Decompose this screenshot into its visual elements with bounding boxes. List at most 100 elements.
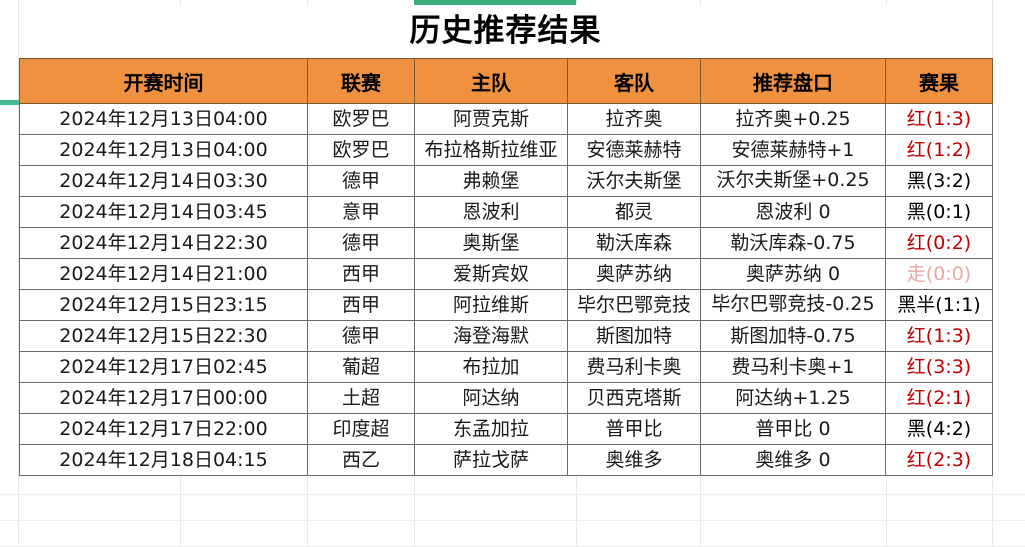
cell-home-team[interactable]: 阿拉维斯 [414,289,568,321]
cell-handicap[interactable]: 安德莱赫特+1 [700,134,886,166]
cell-time[interactable]: 2024年12月14日03:30 [19,165,308,197]
cell-time[interactable]: 2024年12月14日21:00 [19,258,308,290]
column-header-away[interactable]: 客队 [567,58,701,104]
cell-result[interactable]: 红(2:3) [885,444,993,476]
cell-league-text: 西甲 [341,263,380,285]
cell-away-team[interactable]: 都灵 [567,196,701,228]
cell-result[interactable]: 红(0:2) [885,227,993,259]
column-header-result[interactable]: 赛果 [885,58,993,104]
table-row[interactable]: 2024年12月13日04:00 欧罗巴 阿贾克斯 拉齐奥 拉齐奥+0.25 红(1:3) [19,103,993,135]
cell-away-team[interactable]: 费马利卡奥 [567,351,701,383]
column-header-handicap[interactable]: 推荐盘口 [700,58,886,104]
cell-league[interactable]: 德甲 [307,320,415,352]
cell-result[interactable]: 红(2:1) [885,382,993,414]
cell-handicap[interactable]: 奥维多 0 [700,444,886,476]
cell-home-team[interactable]: 布拉格斯拉维亚 [414,134,568,166]
cell-time[interactable]: 2024年12月17日02:45 [19,351,308,383]
cell-home-team[interactable]: 萨拉戈萨 [414,444,568,476]
cell-home-team[interactable]: 弗赖堡 [414,165,568,197]
table-row[interactable]: 2024年12月14日22:30 德甲 奥斯堡 勒沃库森 勒沃库森-0.75 红(0:2) [19,227,993,259]
cell-result[interactable]: 黑(3:2) [885,165,993,197]
cell-handicap[interactable]: 勒沃库森-0.75 [700,227,886,259]
table-row[interactable]: 2024年12月18日04:15 西乙 萨拉戈萨 奥维多 奥维多 0 红(2:3) [19,444,993,476]
cell-away-team[interactable]: 安德莱赫特 [567,134,701,166]
cell-result[interactable]: 红(3:3) [885,351,993,383]
cell-home-team[interactable]: 恩波利 [414,196,568,228]
cell-home-team[interactable]: 阿达纳 [414,382,568,414]
cell-time-text: 2024年12月15日23:15 [59,294,268,316]
table-row[interactable]: 2024年12月15日22:30 德甲 海登海默 斯图加特 斯图加特-0.75 红(1:3… [19,320,993,352]
recommendation-table: 开赛时间 联赛 主队 客队 推荐盘口 赛果 2024年12月13日04:00 欧罗… [19,58,993,476]
column-header-league[interactable]: 联赛 [307,58,415,104]
cell-handicap[interactable]: 恩波利 0 [700,196,886,228]
cell-home-team[interactable]: 东孟加拉 [414,413,568,445]
cell-league[interactable]: 德甲 [307,227,415,259]
table-row[interactable]: 2024年12月17日22:00 印度超 东孟加拉 普甲比 普甲比 0 黑(4:2) [19,413,993,445]
table-row[interactable]: 2024年12月17日02:45 葡超 布拉加 费马利卡奥 费马利卡奥+1 红(3:3) [19,351,993,383]
cell-handicap[interactable]: 奥萨苏纳 0 [700,258,886,290]
cell-league[interactable]: 西甲 [307,258,415,290]
cell-handicap[interactable]: 费马利卡奥+1 [700,351,886,383]
cell-result-text: 红(2:3) [906,449,972,471]
cell-time[interactable]: 2024年12月15日22:30 [19,320,308,352]
cell-league[interactable]: 西乙 [307,444,415,476]
table-body: 2024年12月13日04:00 欧罗巴 阿贾克斯 拉齐奥 拉齐奥+0.25 红(1:3)… [19,103,993,476]
cell-handicap[interactable]: 普甲比 0 [700,413,886,445]
cell-handicap[interactable]: 阿达纳+1.25 [700,382,886,414]
cell-league[interactable]: 意甲 [307,196,415,228]
cell-away-team[interactable]: 普甲比 [567,413,701,445]
cell-time[interactable]: 2024年12月17日22:00 [19,413,308,445]
cell-league[interactable]: 欧罗巴 [307,134,415,166]
cell-away-team[interactable]: 拉齐奥 [567,103,701,135]
cell-league-text: 欧罗巴 [332,108,390,130]
cell-handicap[interactable]: 斯图加特-0.75 [700,320,886,352]
cell-away-team[interactable]: 斯图加特 [567,320,701,352]
cell-result[interactable]: 红(1:3) [885,320,993,352]
cell-time[interactable]: 2024年12月14日22:30 [19,227,308,259]
cell-home-team[interactable]: 海登海默 [414,320,568,352]
cell-time[interactable]: 2024年12月13日04:00 [19,103,308,135]
cell-away-team[interactable]: 奥萨苏纳 [567,258,701,290]
table-row[interactable]: 2024年12月14日03:30 德甲 弗赖堡 沃尔夫斯堡 沃尔夫斯堡+0.25 黑(3:… [19,165,993,197]
cell-result[interactable]: 走(0:0) [885,258,993,290]
column-header-time[interactable]: 开赛时间 [19,58,308,104]
cell-league[interactable]: 土超 [307,382,415,414]
column-header-home[interactable]: 主队 [414,58,568,104]
cell-result[interactable]: 黑半(1:1) [885,289,993,321]
cell-away-team[interactable]: 毕尔巴鄂竞技 [567,289,701,321]
table-row[interactable]: 2024年12月13日04:00 欧罗巴 布拉格斯拉维亚 安德莱赫特 安德莱赫特+1 红(… [19,134,993,166]
cell-league-text: 德甲 [341,232,380,254]
cell-time-text: 2024年12月18日04:15 [59,449,268,471]
cell-result[interactable]: 黑(4:2) [885,413,993,445]
cell-home-team[interactable]: 阿贾克斯 [414,103,568,135]
cell-away-team[interactable]: 贝西克塔斯 [567,382,701,414]
cell-handicap[interactable]: 拉齐奥+0.25 [700,103,886,135]
cell-league[interactable]: 欧罗巴 [307,103,415,135]
cell-league[interactable]: 西甲 [307,289,415,321]
cell-league[interactable]: 德甲 [307,165,415,197]
cell-handicap[interactable]: 沃尔夫斯堡+0.25 [700,165,886,197]
cell-league[interactable]: 印度超 [307,413,415,445]
cell-time[interactable]: 2024年12月18日04:15 [19,444,308,476]
table-row[interactable]: 2024年12月17日00:00 土超 阿达纳 贝西克塔斯 阿达纳+1.25 红(2:1) [19,382,993,414]
cell-league[interactable]: 葡超 [307,351,415,383]
cell-time[interactable]: 2024年12月13日04:00 [19,134,308,166]
cell-home-team[interactable]: 布拉加 [414,351,568,383]
cell-away-team-text: 贝西克塔斯 [586,387,682,409]
cell-result[interactable]: 红(1:2) [885,134,993,166]
table-row[interactable]: 2024年12月14日03:45 意甲 恩波利 都灵 恩波利 0 黑(0:1) [19,196,993,228]
cell-home-team[interactable]: 爱斯宾奴 [414,258,568,290]
cell-away-team[interactable]: 勒沃库森 [567,227,701,259]
cell-time[interactable]: 2024年12月14日03:45 [19,196,308,228]
cell-time[interactable]: 2024年12月17日00:00 [19,382,308,414]
cell-home-team[interactable]: 奥斯堡 [414,227,568,259]
cell-away-team[interactable]: 沃尔夫斯堡 [567,165,701,197]
table-row[interactable]: 2024年12月15日23:15 西甲 阿拉维斯 毕尔巴鄂竞技 毕尔巴鄂竞技-0.25 黑… [19,289,993,321]
cell-away-team[interactable]: 奥维多 [567,444,701,476]
cell-handicap[interactable]: 毕尔巴鄂竞技-0.25 [700,289,886,321]
table-row[interactable]: 2024年12月14日21:00 西甲 爱斯宾奴 奥萨苏纳 奥萨苏纳 0 走(0:0) [19,258,993,290]
cell-result[interactable]: 红(1:3) [885,103,993,135]
cell-result[interactable]: 黑(0:1) [885,196,993,228]
cell-league-text: 土超 [341,387,380,409]
cell-time[interactable]: 2024年12月15日23:15 [19,289,308,321]
